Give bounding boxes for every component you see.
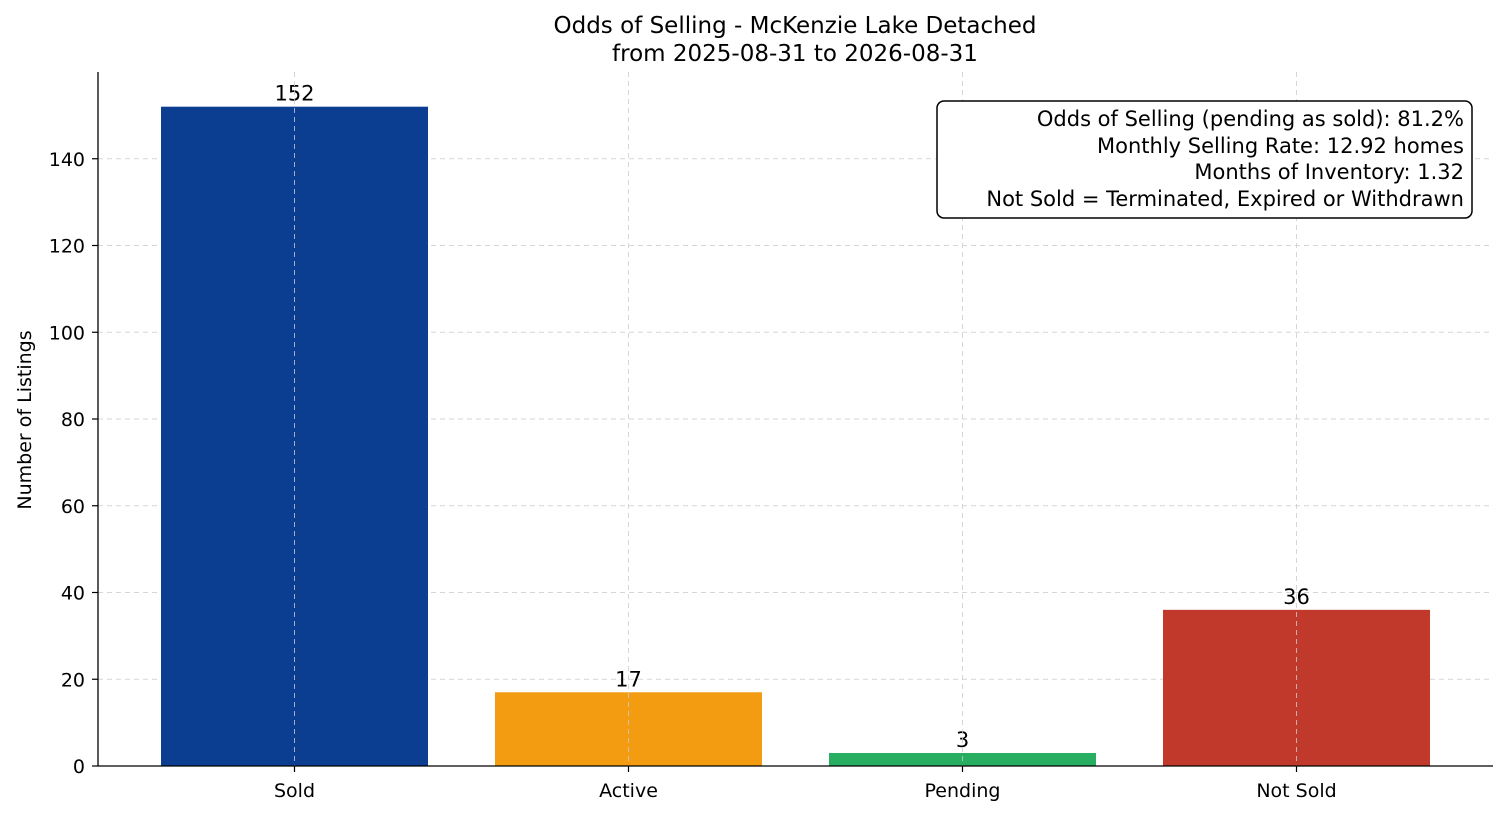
info-box-frame (936, 100, 1473, 219)
chart-title: Odds of Selling - McKenzie Lake Detached (554, 13, 1037, 39)
x-tick-label-0: Sold (274, 780, 315, 802)
info-line-rate: Monthly Selling Rate: 12.92 homes (1097, 134, 1464, 158)
y-ticks-layer: 0 20 40 60 80 100 120 140 (49, 149, 98, 778)
info-box: Odds of Selling (pending as sold): 81.2%… (936, 100, 1473, 219)
y-tick-label-3: 60 (61, 496, 85, 518)
x-tick-label-2: Pending (925, 780, 1001, 802)
y-tick-label-0: 0 (73, 756, 85, 778)
y-tick-label-6: 120 (49, 236, 85, 258)
x-tick-label-1: Active (599, 780, 658, 802)
info-line-odds: Odds of Selling (pending as sold): 81.2% (1037, 107, 1464, 131)
y-tick-label-7: 140 (49, 149, 85, 171)
info-line-not-sold-definition: Not Sold = Terminated, Expired or Withdr… (986, 187, 1464, 211)
y-tick-label-4: 80 (61, 409, 85, 431)
x-tick-label-3: Not Sold (1256, 780, 1336, 802)
chart-subtitle: from 2025-08-31 to 2026-08-31 (612, 41, 978, 67)
vertical-grid-layer (294, 72, 1297, 766)
y-tick-label-2: 40 (61, 583, 85, 605)
info-line-inventory: Months of Inventory: 1.32 (1194, 160, 1464, 184)
y-tick-label-1: 20 (61, 669, 85, 691)
y-tick-label-5: 100 (49, 322, 85, 344)
y-axis-label: Number of Listings (14, 330, 36, 509)
x-ticks-layer: Sold Active Pending Not Sold (274, 766, 1337, 802)
